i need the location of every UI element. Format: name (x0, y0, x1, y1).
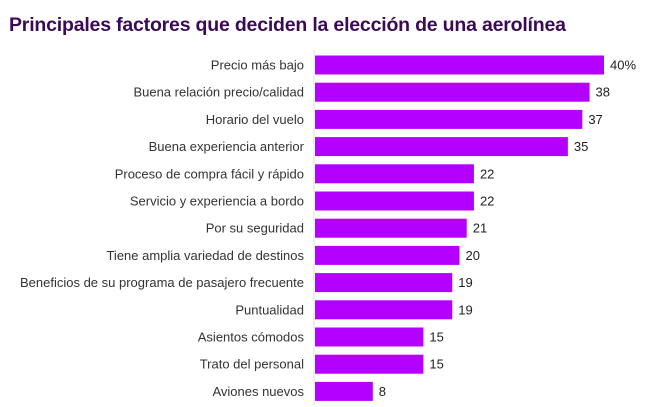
category-label: Beneficios de su programa de pasajero fr… (20, 275, 304, 290)
category-label: Horario del vuelo (206, 112, 304, 127)
data-label: 19 (458, 275, 472, 290)
data-label: 37 (588, 112, 602, 127)
category-label: Puntualidad (235, 302, 304, 317)
bar (315, 82, 590, 102)
bar (315, 109, 583, 129)
bar (315, 245, 460, 265)
category-label: Proceso de compra fácil y rápido (115, 166, 304, 181)
category-label: Asientos cómodos (198, 330, 305, 345)
data-label: 8 (379, 384, 386, 399)
data-label: 20 (466, 248, 480, 263)
bar (315, 164, 474, 184)
data-label: 15 (429, 330, 443, 345)
category-label: Buena experiencia anterior (149, 139, 305, 154)
data-label: 19 (458, 302, 472, 317)
data-label: 35 (574, 139, 588, 154)
bar (315, 55, 604, 75)
category-label: Precio más bajo (211, 58, 304, 73)
bar (315, 191, 474, 211)
category-label: Por su seguridad (206, 221, 304, 236)
category-label: Buena relación precio/calidad (133, 85, 304, 100)
bar (315, 218, 467, 238)
data-label: 38 (596, 85, 610, 100)
category-label: Tiene amplia variedad de destinos (106, 248, 304, 263)
bar (315, 300, 453, 320)
bar (315, 354, 424, 374)
data-label: 22 (480, 194, 494, 209)
data-label: 40% (610, 58, 636, 73)
category-label: Trato del personal (200, 357, 304, 372)
bar (315, 381, 373, 401)
chart-title: Principales factores que deciden la elec… (9, 14, 566, 36)
bar (315, 137, 568, 157)
bar (315, 273, 453, 293)
data-label: 22 (480, 166, 494, 181)
category-label: Aviones nuevos (212, 384, 304, 399)
data-label: 21 (473, 221, 487, 236)
category-label: Servicio y experiencia a bordo (130, 194, 304, 209)
bar (315, 327, 424, 347)
data-label: 15 (429, 357, 443, 372)
